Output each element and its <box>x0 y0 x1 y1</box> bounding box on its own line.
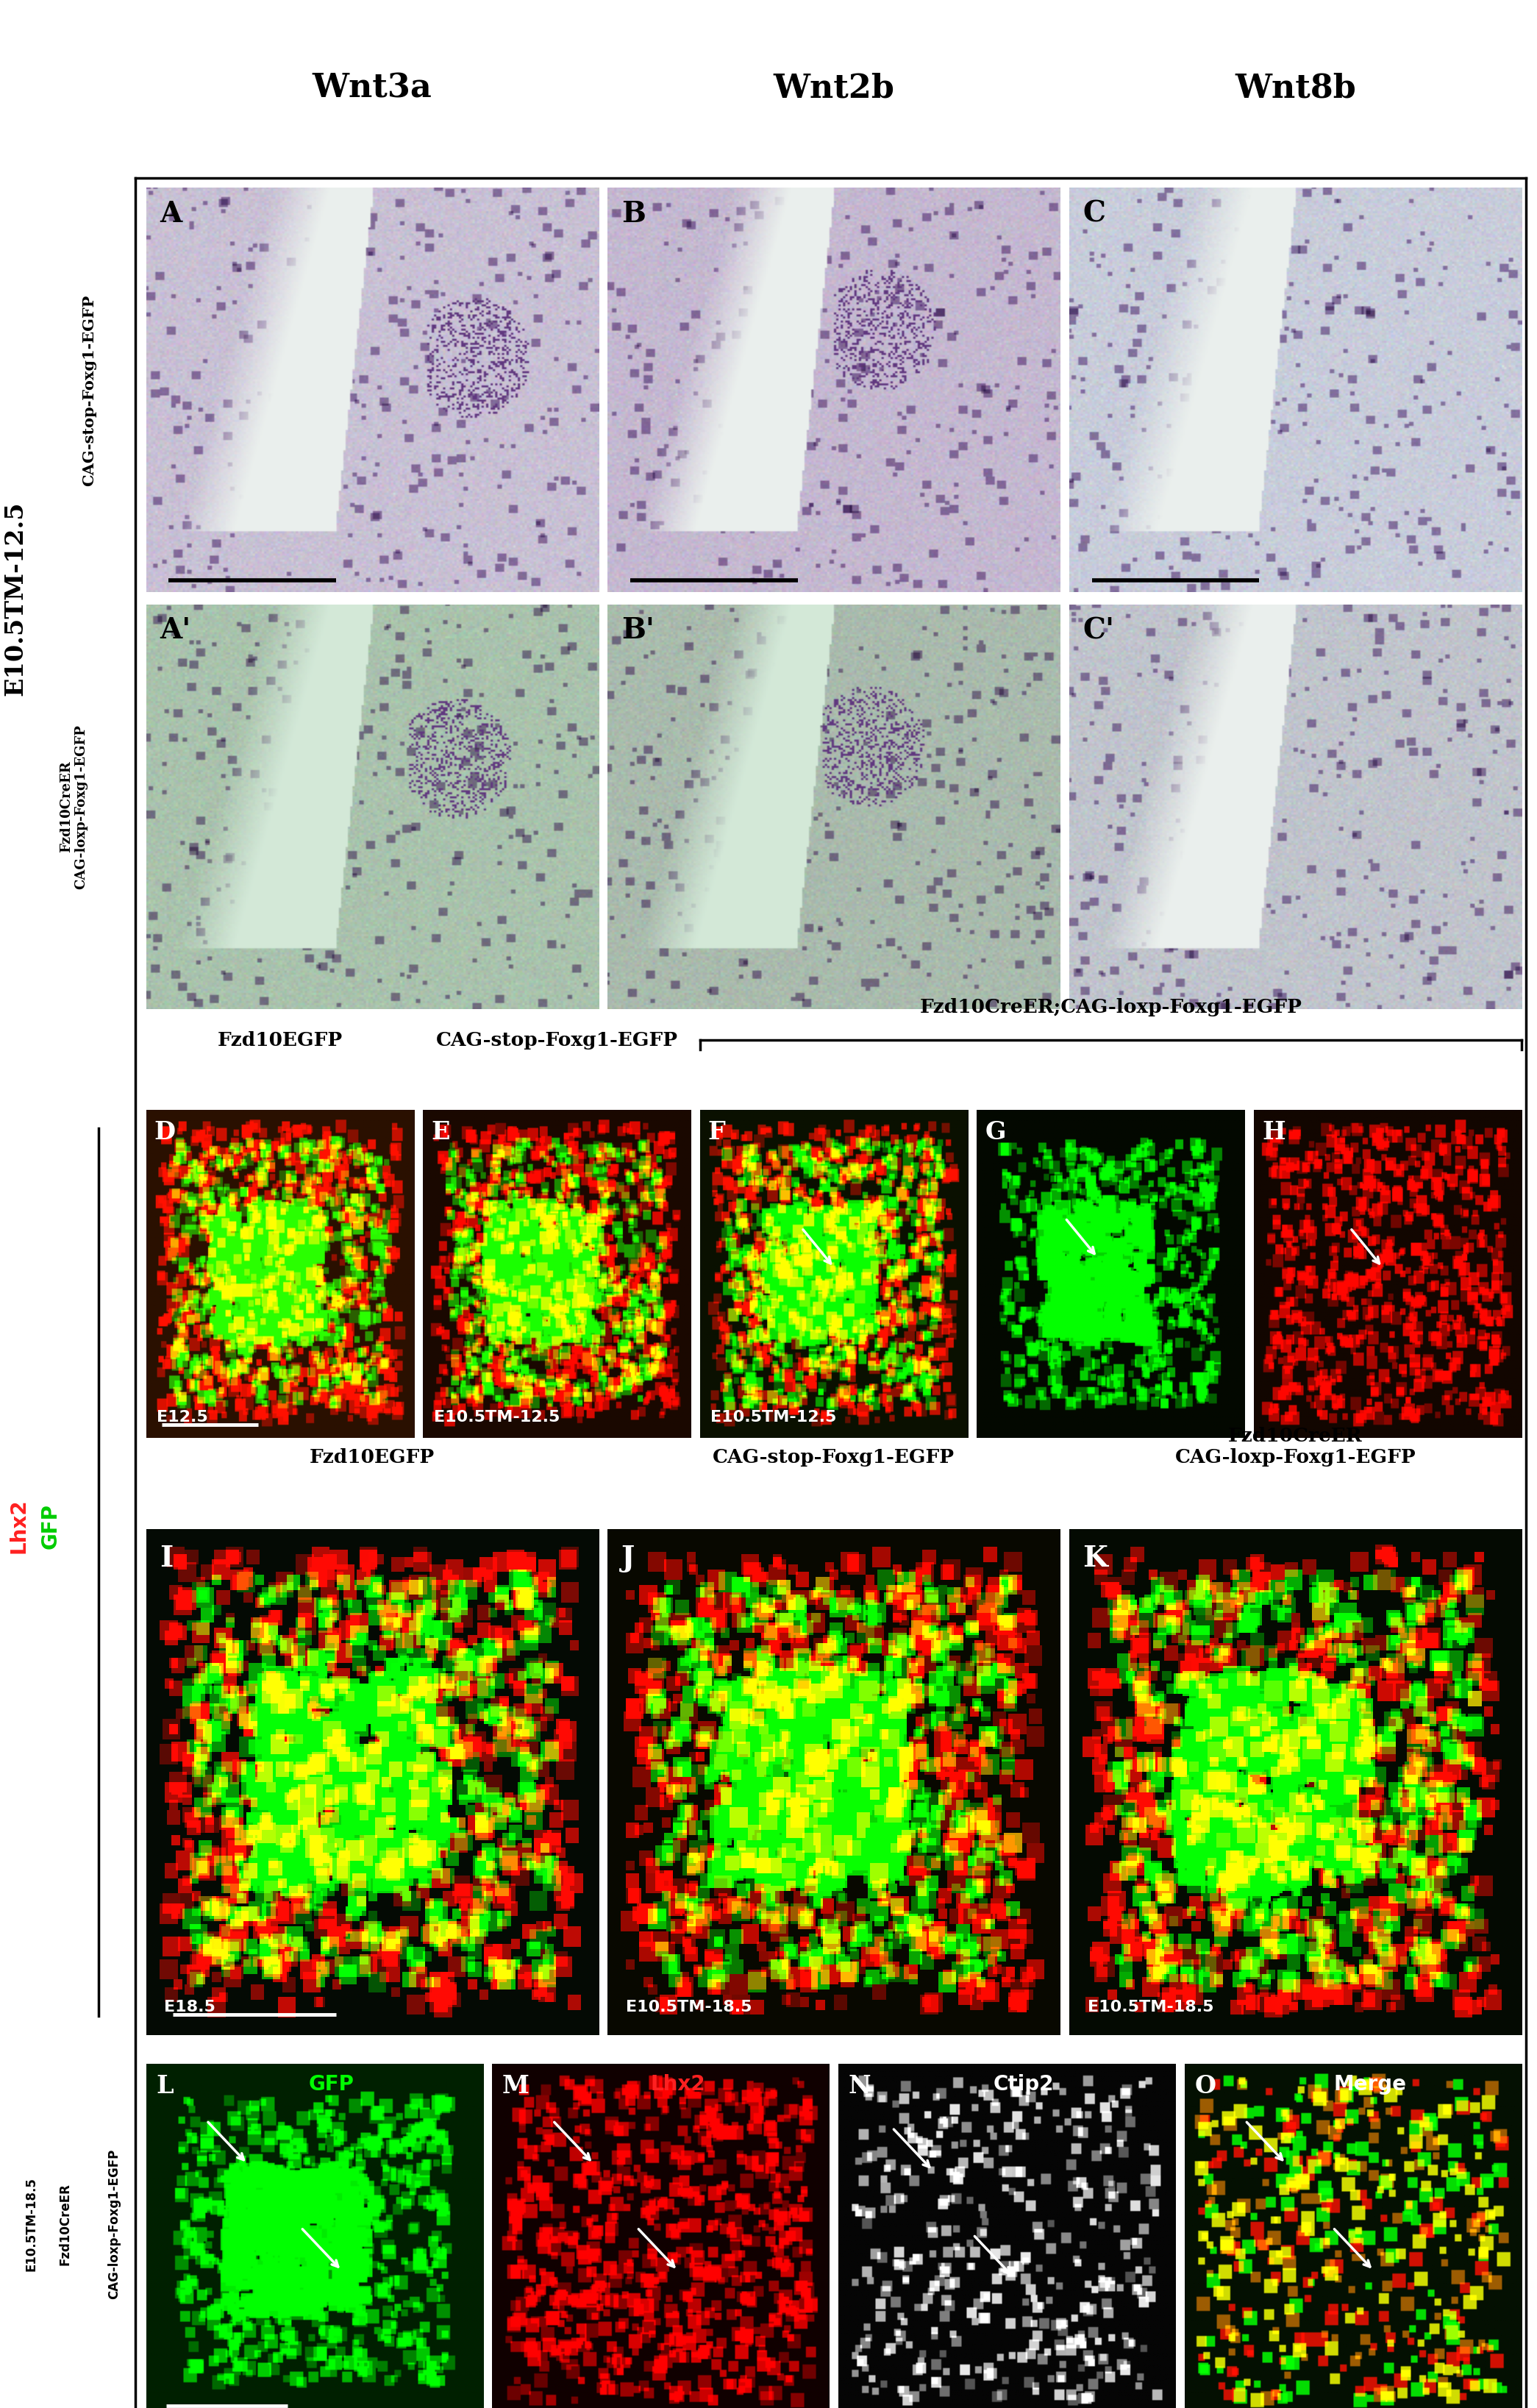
Text: D: D <box>154 1120 175 1144</box>
Text: Fzd10CreER
CAG-loxp-Foxg1-EGFP: Fzd10CreER CAG-loxp-Foxg1-EGFP <box>60 725 88 889</box>
Text: E10.5TM-12.5: E10.5TM-12.5 <box>433 1409 559 1426</box>
Text: Merge: Merge <box>1334 2073 1406 2095</box>
Text: E18.5: E18.5 <box>164 1999 215 2015</box>
Text: GFP: GFP <box>40 1503 61 1548</box>
Text: Wnt2b: Wnt2b <box>773 72 895 104</box>
Text: Lhx2: Lhx2 <box>650 2073 705 2095</box>
Text: M: M <box>503 2073 530 2100</box>
Text: G: G <box>985 1120 1005 1144</box>
Text: K: K <box>1082 1544 1108 1572</box>
Text: Wnt3a: Wnt3a <box>312 72 432 104</box>
Text: F: F <box>709 1120 725 1144</box>
Text: I: I <box>160 1544 174 1572</box>
Text: Ctip2: Ctip2 <box>993 2073 1054 2095</box>
Text: E10.5TM-12.5: E10.5TM-12.5 <box>3 501 28 696</box>
Text: E10.5TM-18.5: E10.5TM-18.5 <box>626 1999 752 2015</box>
Text: L: L <box>157 2073 174 2100</box>
Text: A': A' <box>160 616 191 645</box>
Text: CAG-stop-Foxg1-EGFP: CAG-stop-Foxg1-EGFP <box>81 294 97 486</box>
Text: CAG-stop-Foxg1-EGFP: CAG-stop-Foxg1-EGFP <box>437 1031 678 1050</box>
Text: E: E <box>430 1120 450 1144</box>
Text: CAG-stop-Foxg1-EGFP: CAG-stop-Foxg1-EGFP <box>713 1447 954 1466</box>
Text: Fzd10CreER;CAG-loxp-Foxg1-EGFP: Fzd10CreER;CAG-loxp-Foxg1-EGFP <box>919 997 1302 1016</box>
Text: Fzd10CreER
CAG-loxp-Foxg1-EGFP: Fzd10CreER CAG-loxp-Foxg1-EGFP <box>1174 1428 1416 1466</box>
Text: E10.5TM-18.5: E10.5TM-18.5 <box>1087 1999 1213 2015</box>
Text: H: H <box>1262 1120 1285 1144</box>
Text: B': B' <box>621 616 655 645</box>
Text: E10.5TM-18.5: E10.5TM-18.5 <box>25 2177 38 2271</box>
Text: Fzd10EGFP: Fzd10EGFP <box>217 1031 343 1050</box>
Text: E10.5TM-12.5: E10.5TM-12.5 <box>710 1409 836 1426</box>
Text: C: C <box>1082 200 1105 229</box>
Text: Wnt8b: Wnt8b <box>1234 72 1356 104</box>
Text: Fzd10CreER: Fzd10CreER <box>58 2184 71 2266</box>
Text: O: O <box>1194 2073 1216 2100</box>
Text: A: A <box>160 200 181 229</box>
Text: J: J <box>621 1544 635 1572</box>
Text: Lhx2: Lhx2 <box>8 1498 29 1553</box>
Text: B: B <box>621 200 646 229</box>
Text: CAG-loxp-Foxg1-EGFP: CAG-loxp-Foxg1-EGFP <box>108 2148 121 2300</box>
Text: C': C' <box>1082 616 1114 645</box>
Text: N: N <box>848 2073 871 2100</box>
Text: E12.5: E12.5 <box>157 1409 207 1426</box>
Text: Fzd10EGFP: Fzd10EGFP <box>309 1447 435 1466</box>
Text: GFP: GFP <box>309 2073 354 2095</box>
